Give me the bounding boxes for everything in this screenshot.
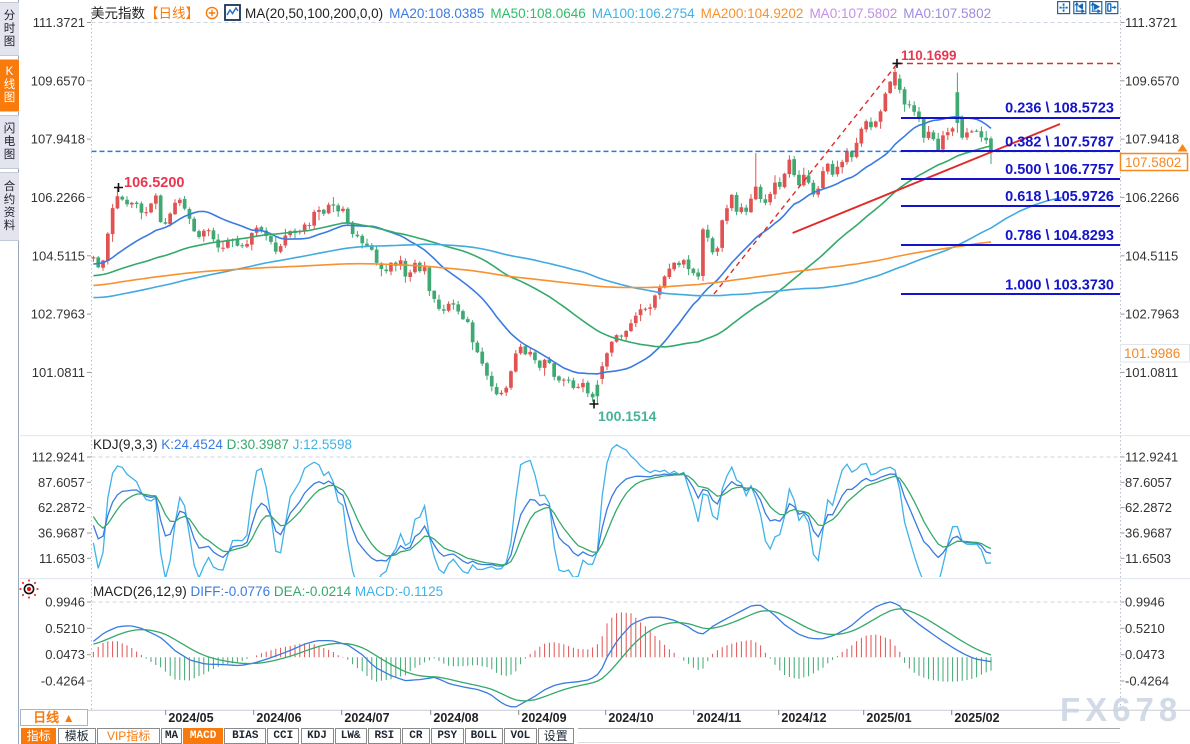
svg-text:11.6503: 11.6503 <box>39 551 85 566</box>
svg-text:100.1514: 100.1514 <box>598 408 657 424</box>
svg-text:2024/06: 2024/06 <box>256 711 301 725</box>
svg-text:102.7963: 102.7963 <box>1125 307 1179 322</box>
svg-text:KDJ(9,3,3) K:24.4524 D:30.398: KDJ(9,3,3) K:24.4524 D:30.3987 J:12.5598 <box>93 437 352 452</box>
svg-text:106.5200: 106.5200 <box>124 175 184 191</box>
svg-text:0.0473: 0.0473 <box>45 647 85 662</box>
svg-text:36.9687: 36.9687 <box>38 526 85 541</box>
svg-text:-0.4264: -0.4264 <box>41 674 85 689</box>
svg-text:109.6570: 109.6570 <box>1125 73 1179 88</box>
svg-text:106.2266: 106.2266 <box>31 190 85 205</box>
svg-text:101.9986: 101.9986 <box>1124 346 1180 361</box>
svg-text:2024/05: 2024/05 <box>168 711 213 725</box>
svg-text:0.236 \ 108.5723: 0.236 \ 108.5723 <box>1005 101 1114 117</box>
svg-text:2024/07: 2024/07 <box>344 711 389 725</box>
svg-text:111.3721: 111.3721 <box>33 15 85 30</box>
svg-text:101.0811: 101.0811 <box>1125 365 1178 380</box>
svg-text:0.786 \ 104.8293: 0.786 \ 104.8293 <box>1005 228 1114 244</box>
svg-text:111.3721: 111.3721 <box>1125 15 1177 30</box>
svg-text:1.000 \ 103.3730: 1.000 \ 103.3730 <box>1005 278 1114 294</box>
svg-text:2024/10: 2024/10 <box>608 711 653 725</box>
svg-text:MACD(26,12,9) DIFF:-0.0776 DE: MACD(26,12,9) DIFF:-0.0776 DEA:-0.0214 M… <box>93 584 443 599</box>
svg-text:-0.4264: -0.4264 <box>1125 674 1169 689</box>
svg-text:107.9418: 107.9418 <box>1125 132 1179 147</box>
svg-text:0.9946: 0.9946 <box>45 595 85 610</box>
svg-text:62.2872: 62.2872 <box>1125 500 1172 515</box>
svg-text:FX678: FX678 <box>1060 691 1182 728</box>
svg-text:2024/11: 2024/11 <box>697 711 742 725</box>
svg-text:87.6057: 87.6057 <box>38 475 85 490</box>
svg-text:0.5210: 0.5210 <box>1125 621 1165 636</box>
svg-text:112.9241: 112.9241 <box>1125 450 1178 465</box>
svg-text:36.9687: 36.9687 <box>1125 526 1172 541</box>
svg-text:2025/02: 2025/02 <box>954 711 999 725</box>
svg-text:104.5115: 104.5115 <box>32 248 85 263</box>
svg-text:62.2872: 62.2872 <box>38 500 85 515</box>
svg-text:0.500 \ 106.7757: 0.500 \ 106.7757 <box>1005 162 1114 178</box>
svg-text:112.9241: 112.9241 <box>32 450 85 465</box>
svg-text:107.5802: 107.5802 <box>1125 155 1181 170</box>
svg-text:109.6570: 109.6570 <box>31 73 85 88</box>
svg-text:0.618 \ 105.9726: 0.618 \ 105.9726 <box>1005 189 1114 205</box>
svg-text:0.5210: 0.5210 <box>45 621 85 636</box>
svg-text:2024/08: 2024/08 <box>433 711 478 725</box>
svg-text:87.6057: 87.6057 <box>1125 475 1172 490</box>
svg-text:0.382 \ 107.5787: 0.382 \ 107.5787 <box>1005 135 1114 151</box>
svg-text:2024/09: 2024/09 <box>521 711 566 725</box>
svg-text:2024/12: 2024/12 <box>781 711 826 725</box>
svg-text:106.2266: 106.2266 <box>1125 190 1179 205</box>
svg-text:0.0473: 0.0473 <box>1125 647 1165 662</box>
svg-text:101.0811: 101.0811 <box>32 365 85 380</box>
svg-text:11.6503: 11.6503 <box>1125 551 1171 566</box>
svg-text:0.9946: 0.9946 <box>1125 595 1165 610</box>
svg-text:107.9418: 107.9418 <box>31 132 85 147</box>
svg-text:104.5115: 104.5115 <box>1125 248 1178 263</box>
svg-text:102.7963: 102.7963 <box>31 307 85 322</box>
svg-text:110.1699: 110.1699 <box>901 48 957 63</box>
svg-text:2025/01: 2025/01 <box>866 711 911 725</box>
